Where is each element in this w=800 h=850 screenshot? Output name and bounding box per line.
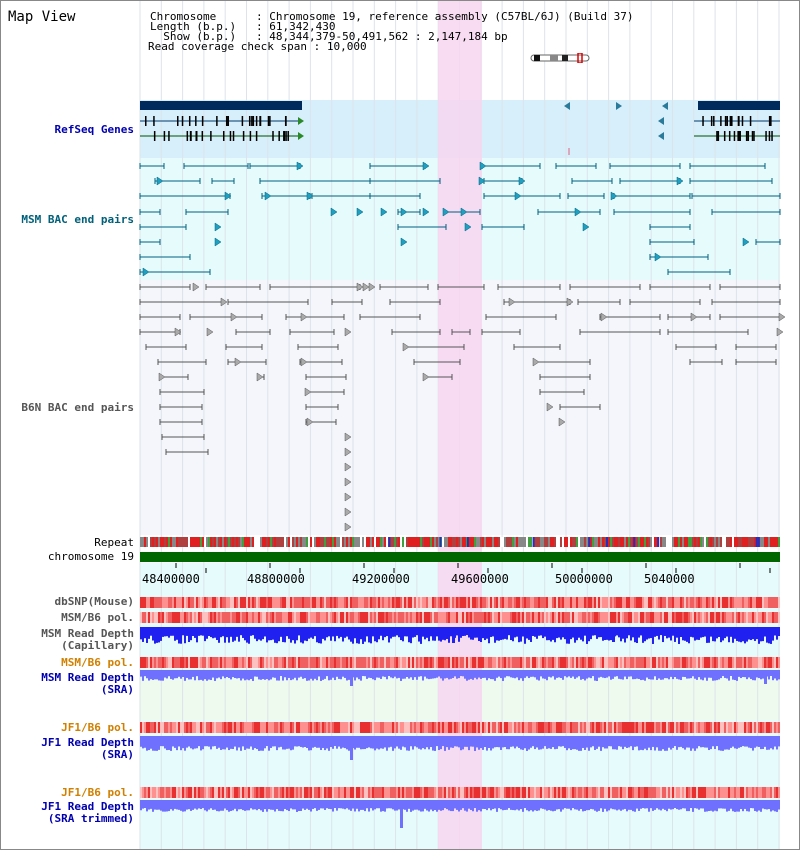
jf1-depth-trimmed-histogram [140,800,780,828]
axis-tick-label: 5040000 [644,572,695,586]
show-label: Show (b.p.) [163,30,237,43]
msm-bac-end-pair-features [139,161,781,277]
axis-tick-label: 49200000 [352,572,410,586]
msm-depth-sra-histogram [140,670,780,686]
msm-depth-sra-line1: MSM Read Depth [41,671,134,684]
msm-read-depth-sra-label: MSM Read Depth (SRA) [0,672,134,696]
jf1-depth-trim-line1: JF1 Read Depth [41,800,134,813]
msm-depth-cap-line2: (Capillary) [61,639,134,652]
chromosome-label: Chromosome [150,10,217,23]
jf1-depth-sra-line2: (SRA) [100,748,134,761]
chromosome-row: Chromosome : Chromosome 19, reference as… [150,10,634,23]
jf1-depth-trim-line2: (SRA trimmed) [47,812,134,825]
coverage-label: Read coverage check span [148,40,307,53]
chromosome-19-bar [140,552,780,562]
length-value: 61,342,430 [269,20,336,33]
repeat-track [140,537,780,547]
msm-depth-sra-line2: (SRA) [100,683,134,696]
msm-depth-cap-line1: MSM Read Depth [41,627,134,640]
msm-read-depth-capillary-label: MSM Read Depth (Capillary) [0,628,134,652]
b6n-bac-end-pair-features [139,282,786,532]
jf1-b6-pol-trimmed-label: JF1/B6 pol. [61,786,134,799]
jf1-read-depth-trimmed-label: JF1 Read Depth (SRA trimmed) [0,801,134,825]
axis-tick-label: 48800000 [247,572,305,586]
length-label: Length (b.p.) [150,20,237,33]
repeat-label: Repeat [94,536,134,549]
b6n-bac-end-pairs-label[interactable]: B6N BAC end pairs [21,401,134,414]
dbsnp-heat-strip [140,597,780,608]
jf1-depth-sra-line1: JF1 Read Depth [41,736,134,749]
axis-tick-label: 50000000 [555,572,613,586]
coordinate-axis: 48400000 48800000 49200000 49600000 50000000… [142,563,771,586]
length-row: Length (b.p.) : 61,342,430 [150,20,336,33]
jf1-read-depth-sra-label: JF1 Read Depth (SRA) [0,737,134,761]
msm-depth-capillary-histogram [140,627,780,644]
show-value: 48,344,379-50,491,562 : 2,147,184 bp [269,30,508,43]
chromosome-value: Chromosome 19, reference assembly (C57BL… [269,10,634,23]
dbsnp-label: dbSNP(Mouse) [54,595,134,608]
coverage-value: 10,000 [326,40,367,53]
msm-b6-pol-heat-strip [140,612,780,623]
jf1-b6-pol-label: JF1/B6 pol. [61,721,134,734]
msm-b6-pol-sra-label: MSM/B6 pol. [61,656,134,669]
coverage-row: Read coverage check span : 10,000 [148,40,367,53]
refseq-genes-label[interactable]: RefSeq Genes [54,123,134,136]
msm-bac-end-pairs-label[interactable]: MSM BAC end pairs [21,213,134,226]
jf1-b6-pol-trimmed-heat-strip [140,787,780,798]
page-title: Map View [8,9,76,25]
msm-b6-pol-sra-heat-strip [140,657,780,668]
show-row: Show (b.p.) : 48,344,379-50,491,562 : 2,… [163,30,508,43]
chromosome-track-label: chromosome 19 [47,550,134,563]
jf1-b6-pol-heat-strip [140,722,780,733]
jf1-depth-sra-histogram [140,736,780,760]
axis-tick-label: 48400000 [142,572,200,586]
axis-tick-label: 49600000 [451,572,509,586]
chromosome-ideogram-icon[interactable] [530,53,590,63]
refseq-gene-features [140,101,780,155]
selected-region-highlight [438,0,482,850]
msm-b6-pol-label: MSM/B6 pol. [61,611,134,624]
